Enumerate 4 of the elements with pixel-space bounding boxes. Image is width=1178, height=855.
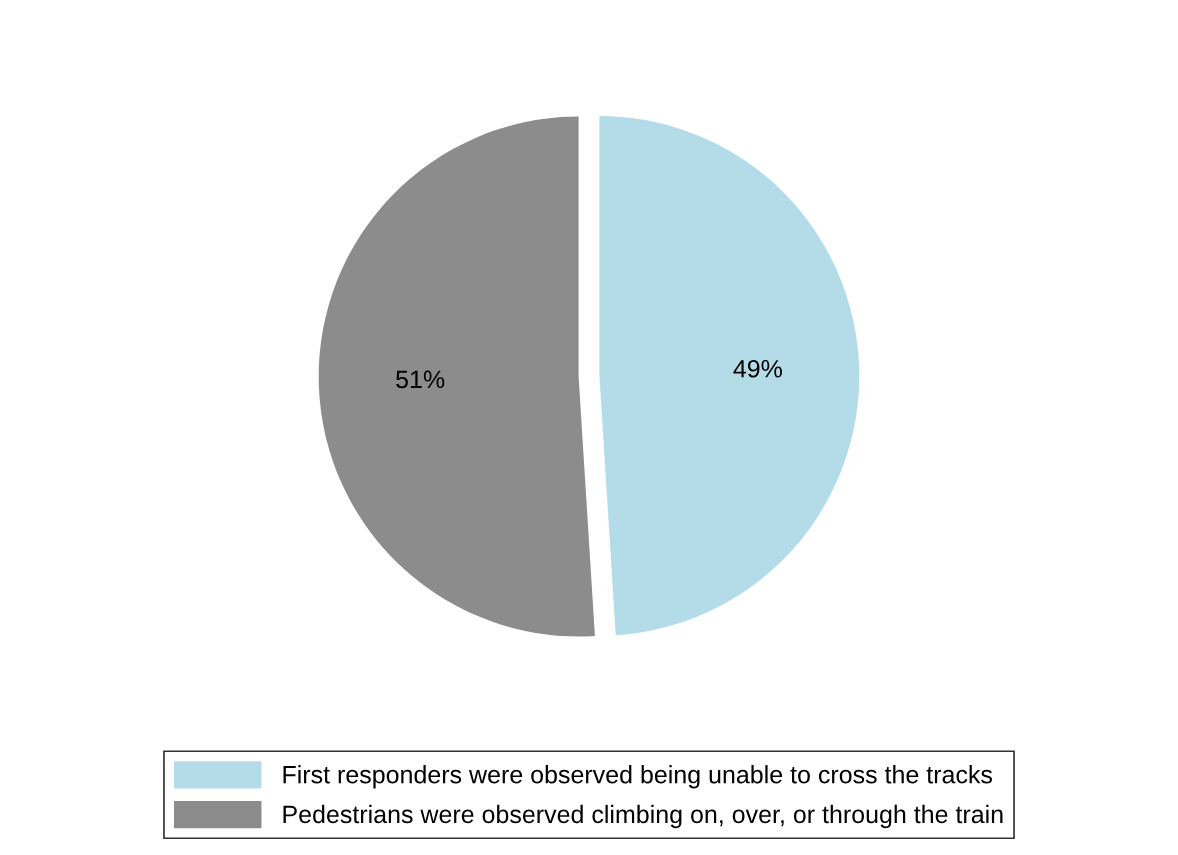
legend-label: First responders were observed being unable to cross the tracks [283,765,993,789]
data-label: 49% [733,359,782,378]
legend-label: Pedestrians were observed climbing on, over, or through the train [283,804,1003,829]
data-label: 51% [396,370,445,389]
